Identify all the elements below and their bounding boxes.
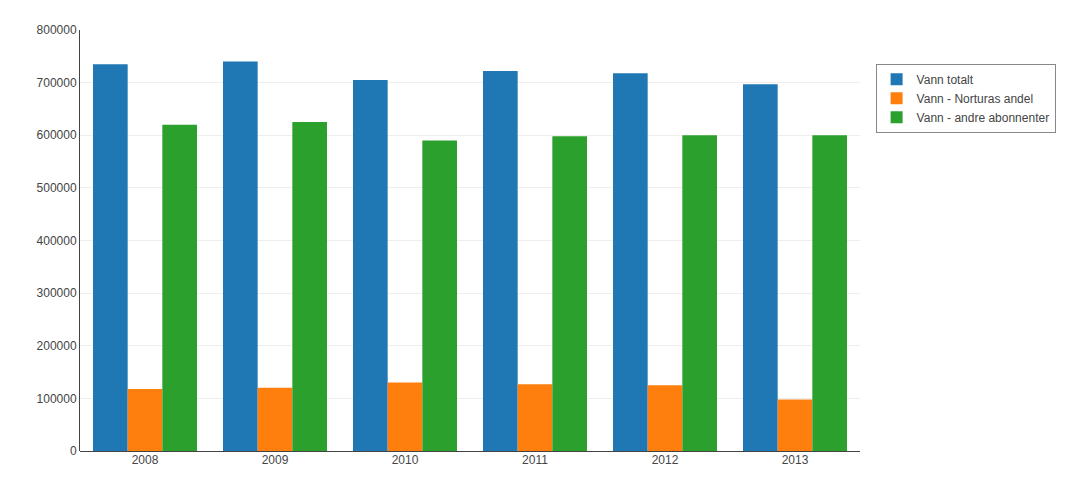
svg-text:500000: 500000 [37, 181, 77, 195]
svg-text:2013: 2013 [782, 453, 809, 467]
svg-text:400000: 400000 [37, 234, 77, 248]
svg-text:2011: 2011 [522, 453, 548, 467]
svg-text:300000: 300000 [37, 286, 77, 300]
svg-text:0: 0 [70, 444, 77, 458]
svg-text:2008: 2008 [132, 453, 159, 467]
svg-text:Vann totalt: Vann totalt [917, 73, 974, 87]
svg-text:2010: 2010 [392, 453, 419, 467]
svg-text:2012: 2012 [652, 453, 679, 467]
svg-text:2009: 2009 [262, 453, 289, 467]
svg-text:Vann - Norturas andel: Vann - Norturas andel [917, 92, 1034, 106]
svg-text:200000: 200000 [37, 339, 77, 353]
svg-text:100000: 100000 [37, 392, 77, 406]
svg-text:800000: 800000 [37, 23, 77, 37]
svg-text:600000: 600000 [37, 128, 77, 142]
svg-text:Vann - andre abonnenter: Vann - andre abonnenter [917, 111, 1050, 125]
svg-text:700000: 700000 [37, 76, 77, 90]
